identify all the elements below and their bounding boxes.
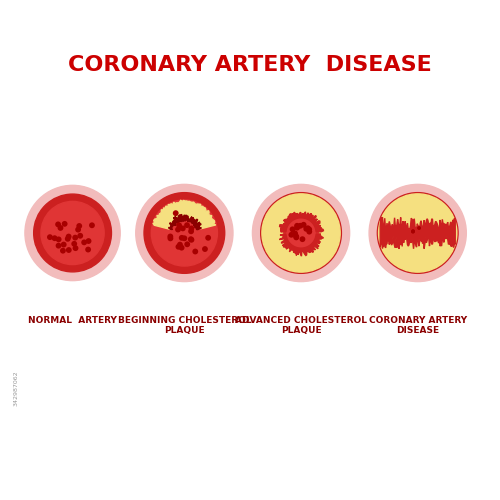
- Circle shape: [205, 235, 211, 240]
- Circle shape: [61, 242, 66, 248]
- Circle shape: [78, 233, 83, 238]
- Circle shape: [152, 200, 218, 266]
- Text: BEGINNING CHOLESTEROL
PLAQUE: BEGINNING CHOLESTEROL PLAQUE: [118, 316, 251, 335]
- Text: CORONARY ARTERY
DISEASE: CORONARY ARTERY DISEASE: [368, 316, 467, 335]
- Circle shape: [72, 245, 78, 251]
- Circle shape: [72, 241, 77, 246]
- Circle shape: [305, 226, 311, 231]
- Circle shape: [176, 222, 182, 228]
- Circle shape: [81, 240, 87, 246]
- Polygon shape: [153, 200, 216, 230]
- Circle shape: [47, 234, 53, 240]
- Circle shape: [34, 194, 112, 272]
- Circle shape: [180, 226, 186, 232]
- Circle shape: [75, 226, 81, 232]
- Circle shape: [184, 222, 190, 228]
- Circle shape: [188, 226, 194, 232]
- Circle shape: [294, 224, 300, 230]
- Circle shape: [66, 234, 71, 239]
- Text: 342987062: 342987062: [13, 370, 18, 406]
- Circle shape: [378, 192, 458, 274]
- Circle shape: [182, 236, 188, 241]
- Text: NORMAL  ARTERY: NORMAL ARTERY: [28, 316, 117, 324]
- Circle shape: [179, 235, 184, 241]
- Circle shape: [168, 236, 173, 242]
- Text: CORONARY ARTERY  DISEASE: CORONARY ARTERY DISEASE: [68, 56, 432, 76]
- Circle shape: [52, 236, 58, 241]
- Polygon shape: [280, 212, 324, 232]
- Circle shape: [72, 234, 78, 240]
- Circle shape: [300, 222, 306, 228]
- Circle shape: [290, 226, 296, 232]
- Circle shape: [294, 234, 299, 240]
- Circle shape: [85, 246, 91, 252]
- Circle shape: [144, 192, 224, 274]
- Circle shape: [369, 184, 466, 282]
- Circle shape: [175, 226, 181, 232]
- Circle shape: [300, 236, 306, 242]
- Circle shape: [252, 184, 350, 282]
- Circle shape: [188, 228, 194, 234]
- Text: ADVANCED CHOLESTEROL
PLAQUE: ADVANCED CHOLESTEROL PLAQUE: [235, 316, 367, 335]
- Circle shape: [306, 228, 312, 234]
- Circle shape: [56, 236, 62, 242]
- Circle shape: [176, 244, 182, 250]
- Circle shape: [76, 223, 82, 229]
- Circle shape: [65, 236, 70, 242]
- Circle shape: [417, 226, 421, 230]
- Circle shape: [86, 238, 91, 244]
- Circle shape: [411, 229, 415, 233]
- Circle shape: [284, 216, 318, 250]
- Polygon shape: [168, 214, 202, 230]
- Circle shape: [262, 194, 340, 272]
- Circle shape: [60, 248, 66, 254]
- Polygon shape: [280, 234, 324, 256]
- Circle shape: [184, 242, 190, 247]
- Circle shape: [192, 248, 198, 254]
- Circle shape: [62, 221, 68, 227]
- Circle shape: [288, 232, 294, 237]
- Circle shape: [168, 234, 173, 239]
- Circle shape: [177, 242, 183, 248]
- Circle shape: [136, 184, 233, 282]
- Circle shape: [66, 247, 71, 253]
- Polygon shape: [380, 217, 455, 249]
- Circle shape: [306, 226, 312, 232]
- Circle shape: [202, 246, 208, 252]
- Circle shape: [41, 202, 104, 264]
- Circle shape: [89, 222, 95, 228]
- Circle shape: [304, 226, 309, 232]
- Circle shape: [378, 194, 457, 272]
- Circle shape: [292, 230, 298, 236]
- Circle shape: [58, 225, 64, 231]
- Circle shape: [294, 223, 300, 228]
- Circle shape: [298, 223, 303, 228]
- Circle shape: [411, 230, 415, 234]
- Circle shape: [56, 242, 62, 248]
- Circle shape: [188, 236, 194, 242]
- Circle shape: [55, 222, 61, 228]
- Circle shape: [294, 234, 299, 239]
- Circle shape: [173, 210, 178, 216]
- Circle shape: [260, 192, 342, 274]
- Circle shape: [188, 237, 194, 242]
- Circle shape: [178, 245, 184, 250]
- Circle shape: [25, 186, 120, 280]
